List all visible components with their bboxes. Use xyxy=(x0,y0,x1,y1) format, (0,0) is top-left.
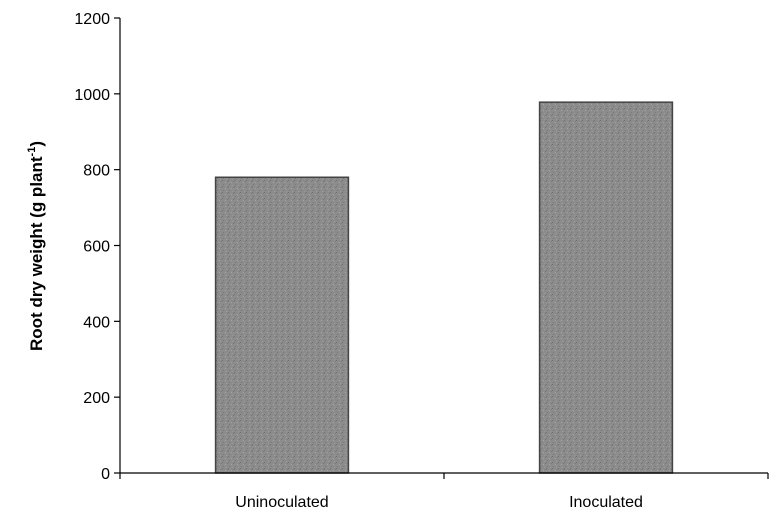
y-tick-label: 200 xyxy=(83,390,110,407)
y-axis-title-suffix: ) xyxy=(27,141,46,147)
x-category-label: Uninoculated xyxy=(235,494,328,511)
bar-uninoculated xyxy=(214,176,350,474)
y-tick-label: 1000 xyxy=(74,87,110,104)
y-axis-title: Root dry weight (g plant-1) xyxy=(26,141,46,351)
x-axis-ticks: Uninoculated Inoculated xyxy=(119,473,769,511)
y-axis-title-main: Root dry weight (g plant xyxy=(27,156,46,351)
y-tick-label: 400 xyxy=(83,314,110,331)
y-axis-title-superscript: -1 xyxy=(26,147,38,157)
y-tick-label: 800 xyxy=(83,163,110,180)
bars xyxy=(214,101,674,474)
bar-inoculated xyxy=(538,101,674,474)
y-tick-label: 0 xyxy=(101,466,110,483)
x-category-label: Inoculated xyxy=(569,494,643,511)
y-tick-label: 1200 xyxy=(74,11,110,28)
y-tick-label: 600 xyxy=(83,239,110,256)
y-axis-ticks: 0 200 400 600 800 1000 1200 xyxy=(74,11,120,483)
